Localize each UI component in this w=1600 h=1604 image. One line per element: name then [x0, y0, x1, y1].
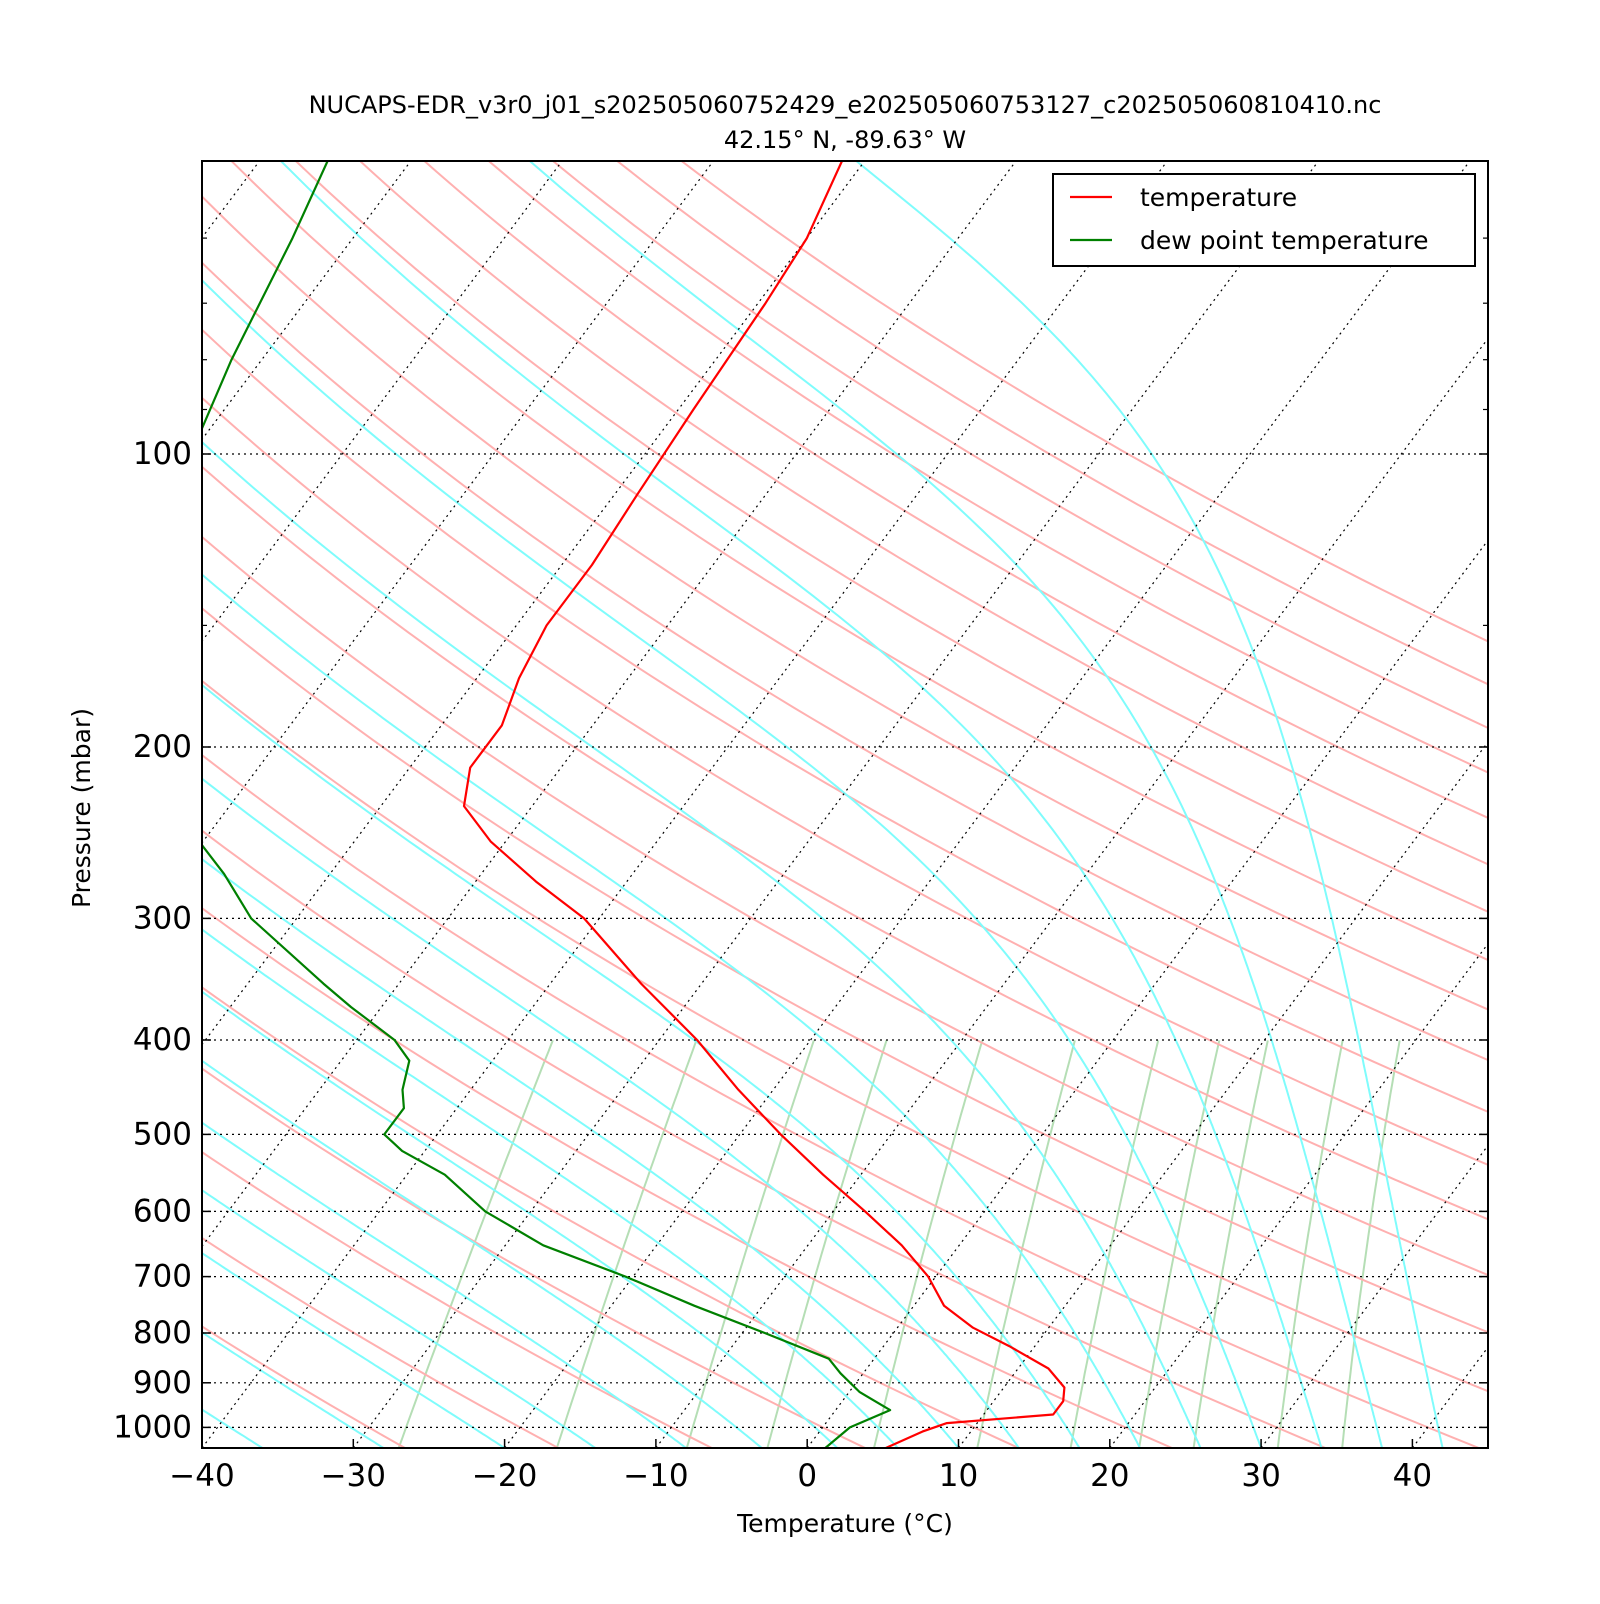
dry-adiabat-20: [489, 161, 1600, 1448]
x-tick-label-0: 0: [797, 1458, 817, 1494]
dry-adiabat-23: [682, 161, 1600, 1448]
x-tick-label--10: −10: [623, 1458, 688, 1494]
isotherm-6: [0, 161, 260, 1448]
mixing-ratio-line-3: [767, 1040, 886, 1448]
y-axis-label: Pressure (mbar): [67, 708, 96, 908]
chart-title: NUCAPS-EDR_v3r0_j01_s202505060752429_e20…: [309, 91, 1382, 119]
x-tick-label-20: 20: [1090, 1458, 1129, 1494]
x-axis-label: Temperature (°C): [736, 1509, 953, 1538]
dry-adiabat-4: [0, 161, 1019, 1448]
moist-adiabat-6: [0, 161, 837, 1448]
isotherm-21: [1564, 161, 1600, 1448]
isotherm-19: [1261, 161, 1600, 1448]
isotherm-10: [0, 161, 865, 1448]
dry-adiabat-2: [0, 161, 712, 1448]
y-tick-label-800: 800: [133, 1315, 192, 1351]
moist-adiabat-0: [0, 161, 263, 1448]
isotherm-17: [959, 161, 1600, 1448]
moist-adiabat-4: [0, 161, 686, 1448]
y-tick-label-600: 600: [133, 1193, 192, 1229]
moist-adiabat-16: [856, 161, 1442, 1448]
mixing-ratio-line-1: [557, 1040, 697, 1448]
isotherm-14: [505, 161, 1470, 1448]
dry-adiabat-18: [360, 161, 1600, 1448]
y-tick-label-500: 500: [133, 1116, 192, 1152]
chart-subtitle: 42.15° N, -89.63° W: [724, 126, 966, 154]
y-tick-label-400: 400: [133, 1022, 192, 1058]
x-tick-label--20: −20: [472, 1458, 537, 1494]
y-tick-label-200: 200: [133, 729, 192, 765]
legend-label-temperature: temperature: [1140, 183, 1297, 212]
dry-adiabat-21: [553, 161, 1600, 1448]
legend: temperature dew point temperature: [1053, 174, 1475, 266]
plot-frame: [202, 161, 1488, 1448]
x-tick-label--30: −30: [321, 1458, 386, 1494]
dry-adiabat-3: [0, 161, 865, 1448]
dry-adiabat-19: [424, 161, 1600, 1448]
x-tick-label-30: 30: [1241, 1458, 1280, 1494]
x-tick-label-40: 40: [1393, 1458, 1432, 1494]
x-tick-label--40: −40: [169, 1458, 234, 1494]
moist-adiabat-5: [0, 161, 762, 1448]
y-tick-label-1000: 1000: [113, 1409, 192, 1445]
isotherm-16: [807, 161, 1600, 1448]
mixing-ratio-line-5: [977, 1040, 1075, 1448]
mixing-ratio-line-9: [1278, 1040, 1343, 1448]
y-tick-label-700: 700: [133, 1259, 192, 1295]
dry-adiabat-14: [103, 161, 1600, 1448]
y-tick-label-100: 100: [133, 436, 192, 472]
dry-adiabat-16: [232, 161, 1600, 1448]
moist-adiabat-9: [0, 161, 1019, 1448]
legend-label-dewpoint: dew point temperature: [1140, 226, 1429, 255]
y-tick-label-300: 300: [133, 900, 192, 936]
dry-adiabat-5: [0, 161, 1172, 1448]
moist-adiabat-1: [0, 161, 384, 1448]
moist-adiabat-10: [0, 161, 1080, 1448]
y-tick-label-900: 900: [133, 1365, 192, 1401]
isotherm-11: [51, 161, 1016, 1448]
x-tick-label-10: 10: [939, 1458, 978, 1494]
